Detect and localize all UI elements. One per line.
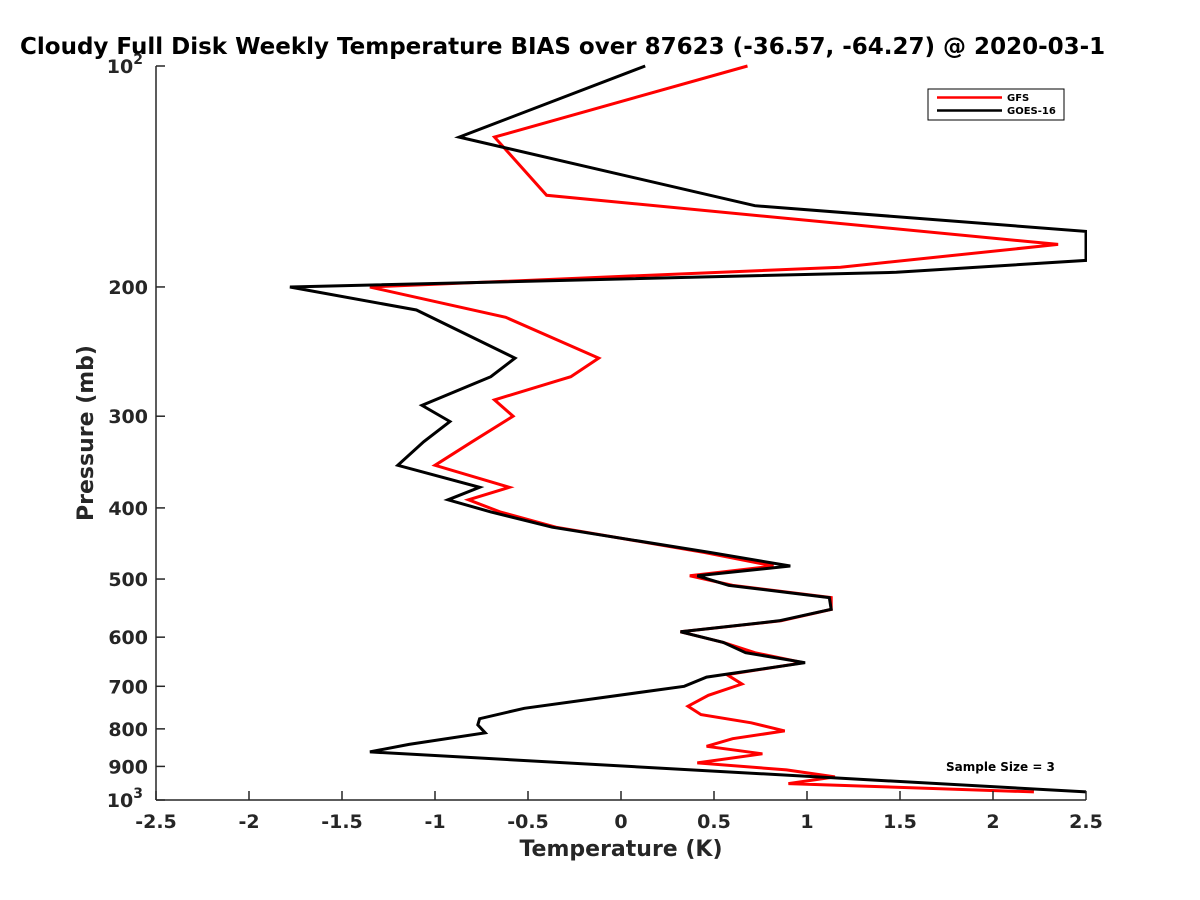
legend-label-gfs: GFS: [1007, 93, 1029, 104]
plot-area: [156, 66, 1086, 800]
x-axis-label: Temperature (K): [519, 837, 722, 862]
series-layer: [289, 64, 1087, 794]
series-line-gfs: [369, 64, 1059, 794]
legend-box: [927, 88, 1065, 121]
y-tick-label: 400: [108, 498, 148, 520]
y-axis-label: Pressure (mb): [74, 345, 99, 521]
x-tick-label: 2: [986, 811, 999, 833]
x-tick-label: -1: [424, 811, 445, 833]
y-tick-label: 300: [108, 406, 148, 428]
x-tick-label: 0: [614, 811, 627, 833]
y-tick-label: 102: [107, 52, 143, 78]
y-tick-label: 900: [108, 756, 148, 778]
x-tick-label: 2.5: [1069, 811, 1103, 833]
y-tick-label: 700: [108, 676, 148, 698]
x-tick-label: 0.5: [697, 811, 731, 833]
y-tick-label: 600: [108, 627, 148, 649]
y-tick-label: 103: [107, 786, 143, 812]
legend: GFS GOES-16: [927, 88, 1065, 121]
y-tick-label: 800: [108, 719, 148, 741]
x-tick-label: 1.5: [883, 811, 917, 833]
y-tick-label: 200: [108, 277, 148, 299]
x-tick-label: 1: [800, 811, 813, 833]
x-tick-label: -2: [238, 811, 259, 833]
sample-size-annotation: Sample Size = 3: [946, 760, 1055, 774]
chart-title: Cloudy Full Disk Weekly Temperature BIAS…: [20, 34, 1105, 60]
y-tick-label: 500: [108, 569, 148, 591]
x-tick-label: -1.5: [321, 811, 363, 833]
x-tick-label: -2.5: [135, 811, 177, 833]
x-axis-ticks: -2.5 -2 -1.5 -1 -0.5 0 0.5 1 1.5 2 2.5: [135, 791, 1103, 833]
legend-label-goes-16: GOES-16: [1007, 106, 1056, 117]
y-axis-ticks: 102 200 300 400 500 600 700 800 900 103: [107, 52, 165, 812]
series-line-goes-16: [289, 64, 1087, 794]
x-tick-label: -0.5: [507, 811, 549, 833]
